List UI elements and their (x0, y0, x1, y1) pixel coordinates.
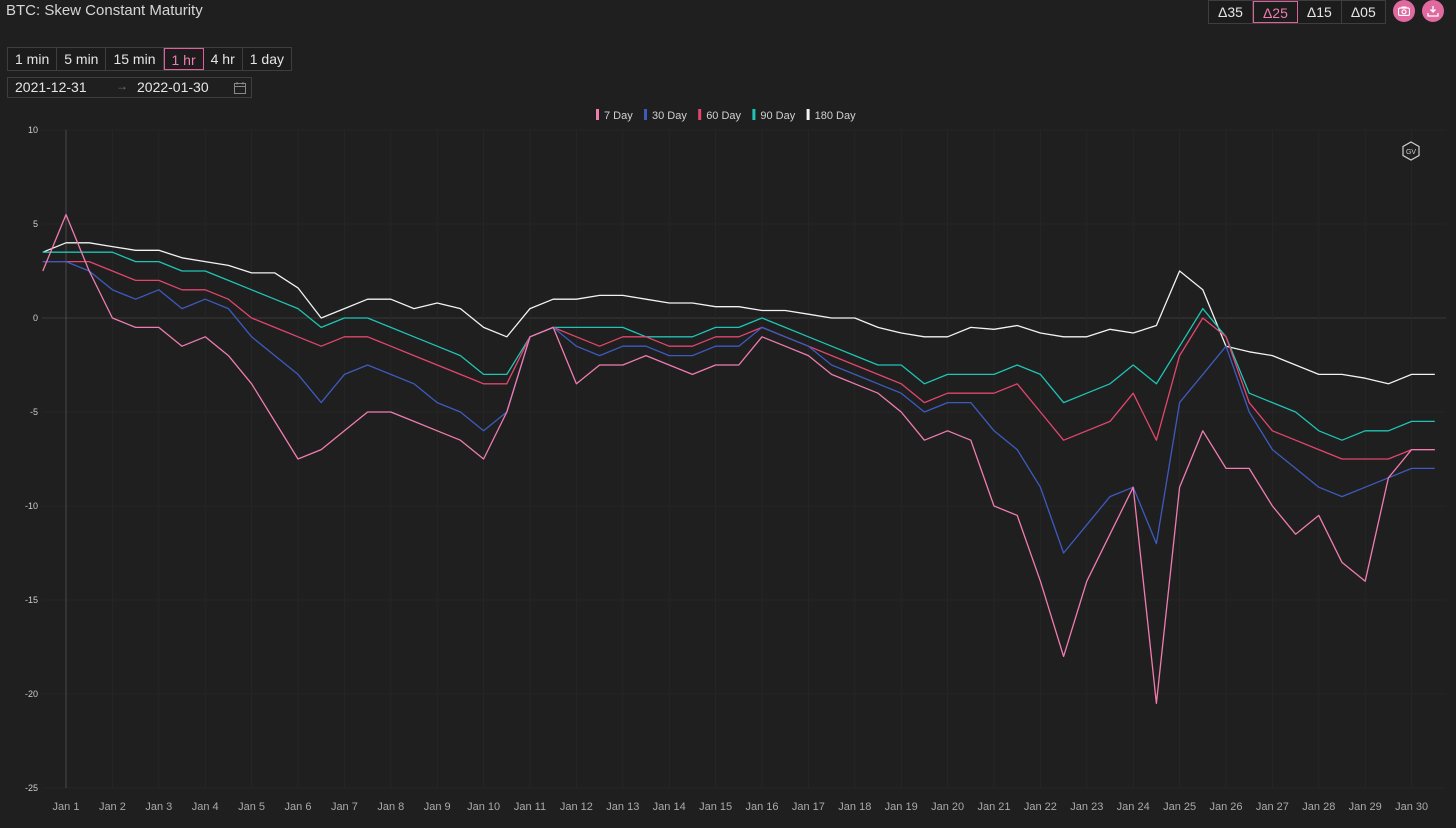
delta-05-button[interactable]: Δ05 (1341, 1, 1385, 23)
x-tick-label: Jan 21 (977, 801, 1010, 813)
x-tick-label: Jan 5 (238, 801, 265, 813)
y-tick-label: -15 (25, 595, 38, 605)
screenshot-button[interactable] (1393, 0, 1415, 22)
series-line-60-day (42, 260, 1435, 460)
x-tick-label: Jan 11 (514, 801, 546, 813)
x-tick-label: Jan 2 (99, 801, 126, 813)
legend-item-label[interactable]: 7 Day (604, 110, 633, 122)
delta-15-button[interactable]: Δ15 (1297, 1, 1342, 23)
x-tick-label: Jan 16 (745, 801, 778, 813)
x-tick-label: Jan 18 (838, 801, 871, 813)
x-tick-label: Jan 10 (467, 801, 500, 813)
watermark-text: GV (1406, 149, 1416, 156)
x-tick-label: Jan 13 (606, 801, 639, 813)
y-tick-label: 10 (28, 125, 38, 135)
x-tick-label: Jan 9 (424, 801, 451, 813)
series-line-7-day (42, 213, 1435, 705)
chart-grid (42, 129, 1446, 789)
interval-1hr-button[interactable]: 1 hr (163, 48, 204, 70)
x-tick-label: Jan 24 (1117, 801, 1150, 813)
legend-swatch (644, 109, 647, 120)
legend-swatch (752, 109, 756, 120)
interval-selector: 1 min 5 min 15 min 1 hr 4 hr 1 day (7, 47, 292, 71)
page-title: BTC: Skew Constant Maturity (6, 2, 203, 19)
legend-item-label[interactable]: 90 Day (760, 110, 795, 122)
x-tick-label: Jan 17 (792, 801, 825, 813)
delta-25-button[interactable]: Δ25 (1252, 1, 1298, 23)
interval-5min-button[interactable]: 5 min (57, 48, 107, 70)
y-tick-label: -5 (30, 407, 38, 417)
x-tick-label: Jan 1 (53, 801, 80, 813)
skew-chart: 7 Day 30 Day 60 Day 90 Day 180 Day 10 5 0 -5 -10… (25, 109, 1446, 813)
interval-1min-button[interactable]: 1 min (8, 48, 58, 70)
interval-15min-button[interactable]: 15 min (106, 48, 164, 70)
y-tick-label: -25 (25, 783, 38, 793)
y-tick-label: -20 (25, 689, 38, 699)
y-tick-label: 5 (33, 219, 38, 229)
delta-35-button[interactable]: Δ35 (1209, 1, 1253, 23)
x-tick-label: Jan 23 (1070, 801, 1103, 813)
x-tick-label: Jan 15 (699, 801, 732, 813)
legend-item-label[interactable]: 30 Day (652, 110, 687, 122)
series-line-180-day (42, 242, 1435, 385)
y-tick-label: 0 (33, 313, 38, 323)
legend-swatch (698, 109, 702, 120)
x-tick-label: Jan 30 (1395, 801, 1428, 813)
x-tick-label: Jan 12 (560, 801, 593, 813)
x-tick-label: Jan 14 (653, 801, 686, 813)
x-tick-label: Jan 3 (145, 801, 172, 813)
date-range-picker[interactable]: 2021-12-31 → 2022-01-30 (7, 77, 252, 98)
delta-selector: Δ35 Δ25 Δ15 Δ05 (1208, 0, 1386, 24)
x-tick-label: Jan 25 (1163, 801, 1196, 813)
x-tick-label: Jan 20 (931, 801, 964, 813)
x-tick-label: Jan 4 (192, 801, 219, 813)
legend-swatch (596, 109, 599, 120)
legend-item-label[interactable]: 180 Day (815, 110, 856, 122)
end-date-input[interactable]: 2022-01-30 (137, 79, 209, 95)
x-tick-label: Jan 8 (377, 801, 404, 813)
x-tick-label: Jan 6 (285, 801, 312, 813)
interval-4hr-button[interactable]: 4 hr (203, 48, 243, 70)
x-tick-label: Jan 19 (885, 801, 918, 813)
legend-item-label[interactable]: 60 Day (706, 110, 741, 122)
date-range-arrow: → (116, 79, 128, 93)
start-date-input[interactable]: 2021-12-31 (15, 79, 87, 95)
x-tick-label: Jan 29 (1349, 801, 1382, 813)
x-tick-label: Jan 27 (1256, 801, 1289, 813)
camera-icon (1398, 6, 1410, 16)
x-tick-label: Jan 26 (1209, 801, 1242, 813)
calendar-icon[interactable] (234, 82, 246, 94)
series-line-90-day (42, 251, 1435, 441)
series-lines (42, 213, 1435, 705)
y-tick-label: -10 (25, 501, 38, 511)
x-tick-label: Jan 28 (1302, 801, 1335, 813)
download-button[interactable] (1422, 0, 1444, 22)
watermark-logo: GV (1402, 141, 1420, 161)
interval-1day-button[interactable]: 1 day (242, 48, 291, 70)
download-icon (1427, 6, 1439, 17)
x-tick-label: Jan 22 (1024, 801, 1057, 813)
x-axis: Jan 1 Jan 2 Jan 3 Jan 4 Jan 5 Jan 6 Jan 7 Jan 8… (53, 801, 1429, 813)
series-line-30-day (42, 260, 1435, 554)
chart-legend: 7 Day 30 Day 60 Day 90 Day 180 Day (596, 109, 856, 122)
legend-swatch (806, 109, 810, 120)
x-tick-label: Jan 7 (331, 801, 358, 813)
y-axis: 10 5 0 -5 -10 -15 -20 -25 (25, 125, 38, 793)
